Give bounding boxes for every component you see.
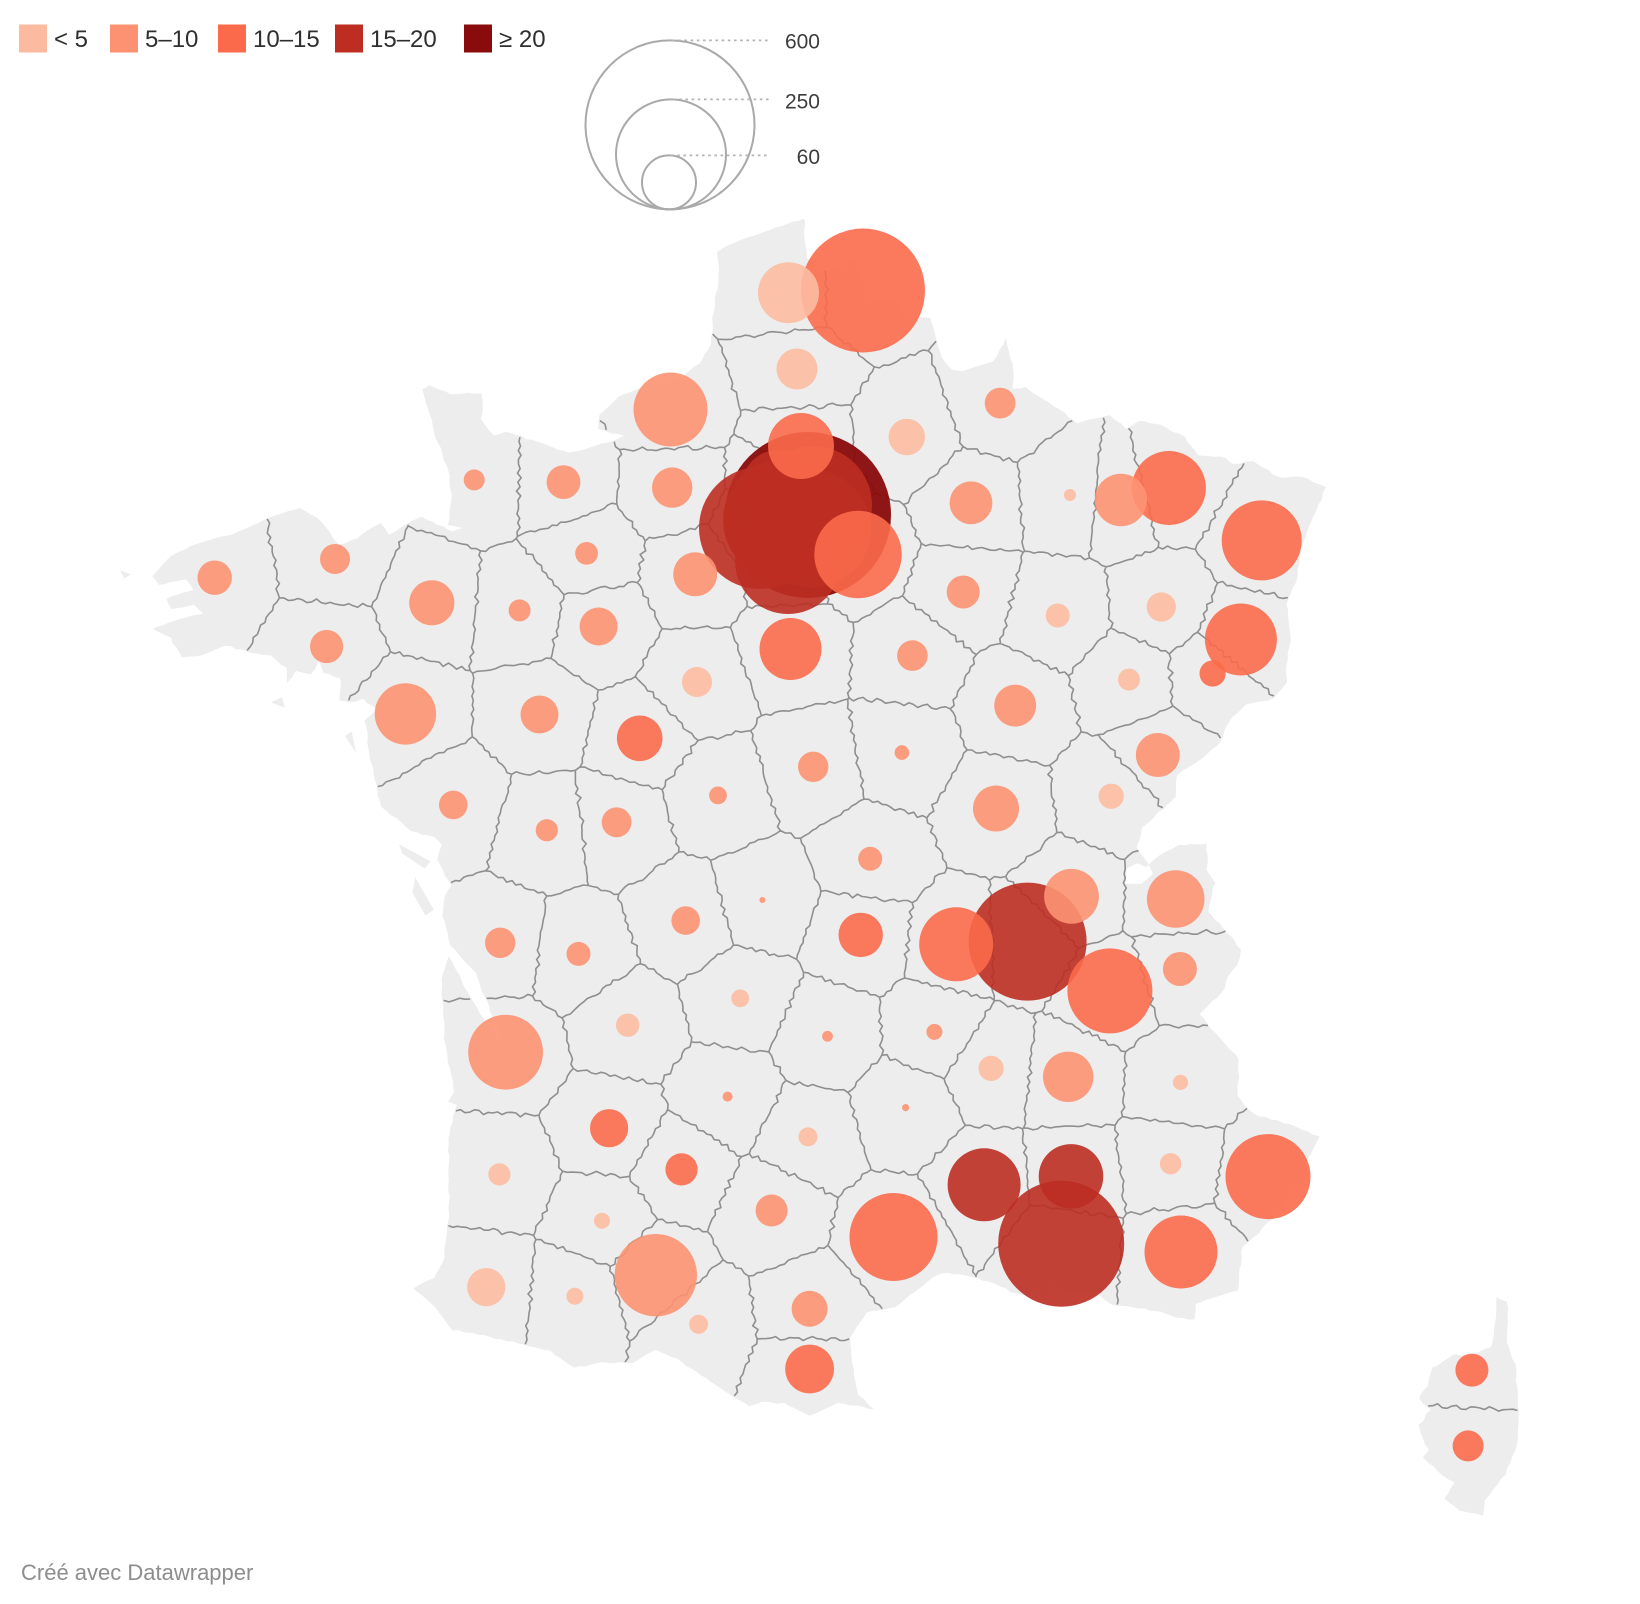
svg-text:≥ 20: ≥ 20 — [499, 26, 546, 53]
svg-text:Créé avec Datawrapper: Créé avec Datawrapper — [21, 1560, 253, 1585]
svg-text:250: 250 — [785, 91, 820, 114]
svg-text:< 5: < 5 — [54, 26, 88, 53]
svg-text:15–20: 15–20 — [370, 26, 437, 53]
svg-text:600: 600 — [785, 31, 820, 54]
svg-text:5–10: 5–10 — [145, 26, 198, 53]
svg-text:60: 60 — [797, 146, 820, 169]
svg-text:10–15: 10–15 — [253, 26, 320, 53]
